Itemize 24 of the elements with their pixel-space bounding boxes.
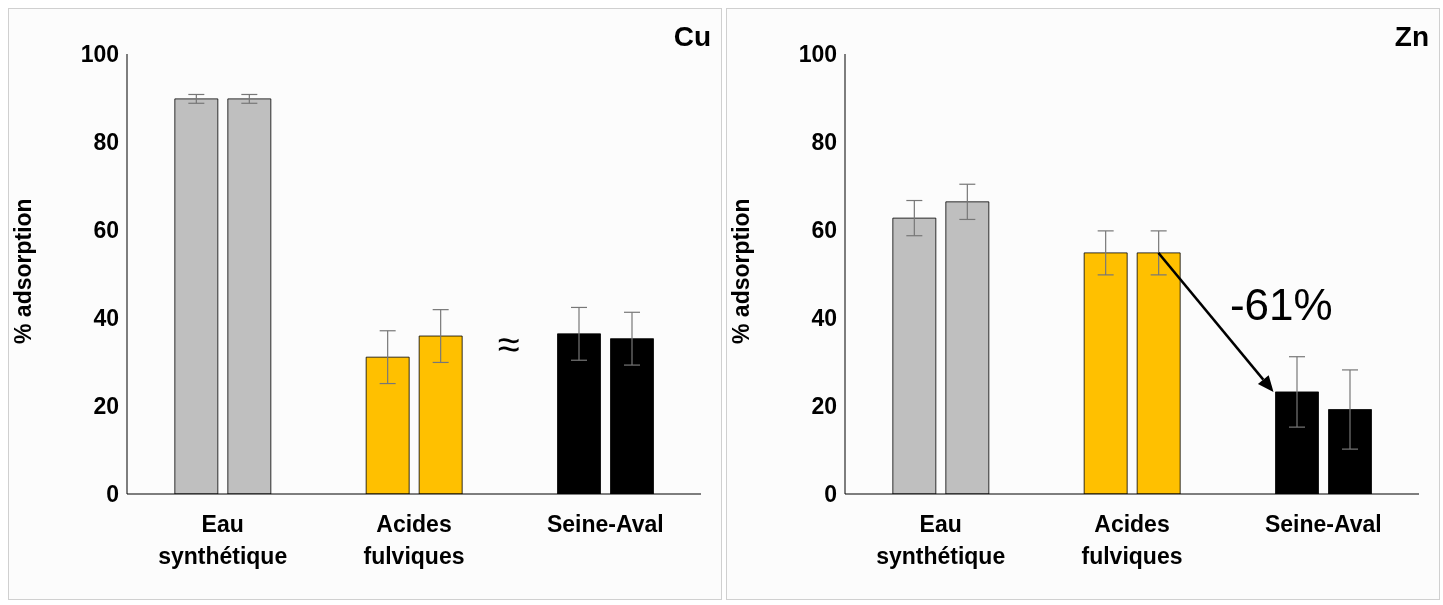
y-tick-label: 20	[93, 393, 119, 420]
y-tick-label: 100	[80, 41, 119, 68]
y-tick-label: 80	[811, 129, 837, 156]
y-axis-title: % adsorption	[10, 198, 37, 344]
chart-title: Cu	[673, 21, 711, 53]
y-tick-label: 20	[811, 393, 837, 420]
y-tick-label: 80	[93, 129, 119, 156]
x-tick-label: Seine-Aval	[546, 511, 664, 537]
y-tick-label: 60	[811, 217, 837, 244]
x-tick-label: Eau synthétique	[876, 511, 1006, 569]
y-tick-label: 0	[106, 481, 119, 508]
x-tick-label: Acides fulviques	[1081, 511, 1183, 569]
y-tick-label: 100	[798, 41, 837, 68]
y-tick-label: 60	[93, 217, 119, 244]
annotation: ≈	[497, 321, 520, 367]
x-tick-label: Acides fulviques	[363, 511, 465, 569]
x-tick-label: Eau synthétique	[158, 511, 288, 569]
x-tick-label: Seine-Aval	[1264, 511, 1382, 537]
annotation: -61%	[1229, 279, 1333, 330]
y-tick-label: 40	[93, 305, 119, 332]
y-tick-label: 0	[824, 481, 837, 508]
chart-title: Zn	[1394, 21, 1429, 53]
y-axis-title: % adsorption	[728, 198, 755, 344]
y-tick-label: 40	[811, 305, 837, 332]
